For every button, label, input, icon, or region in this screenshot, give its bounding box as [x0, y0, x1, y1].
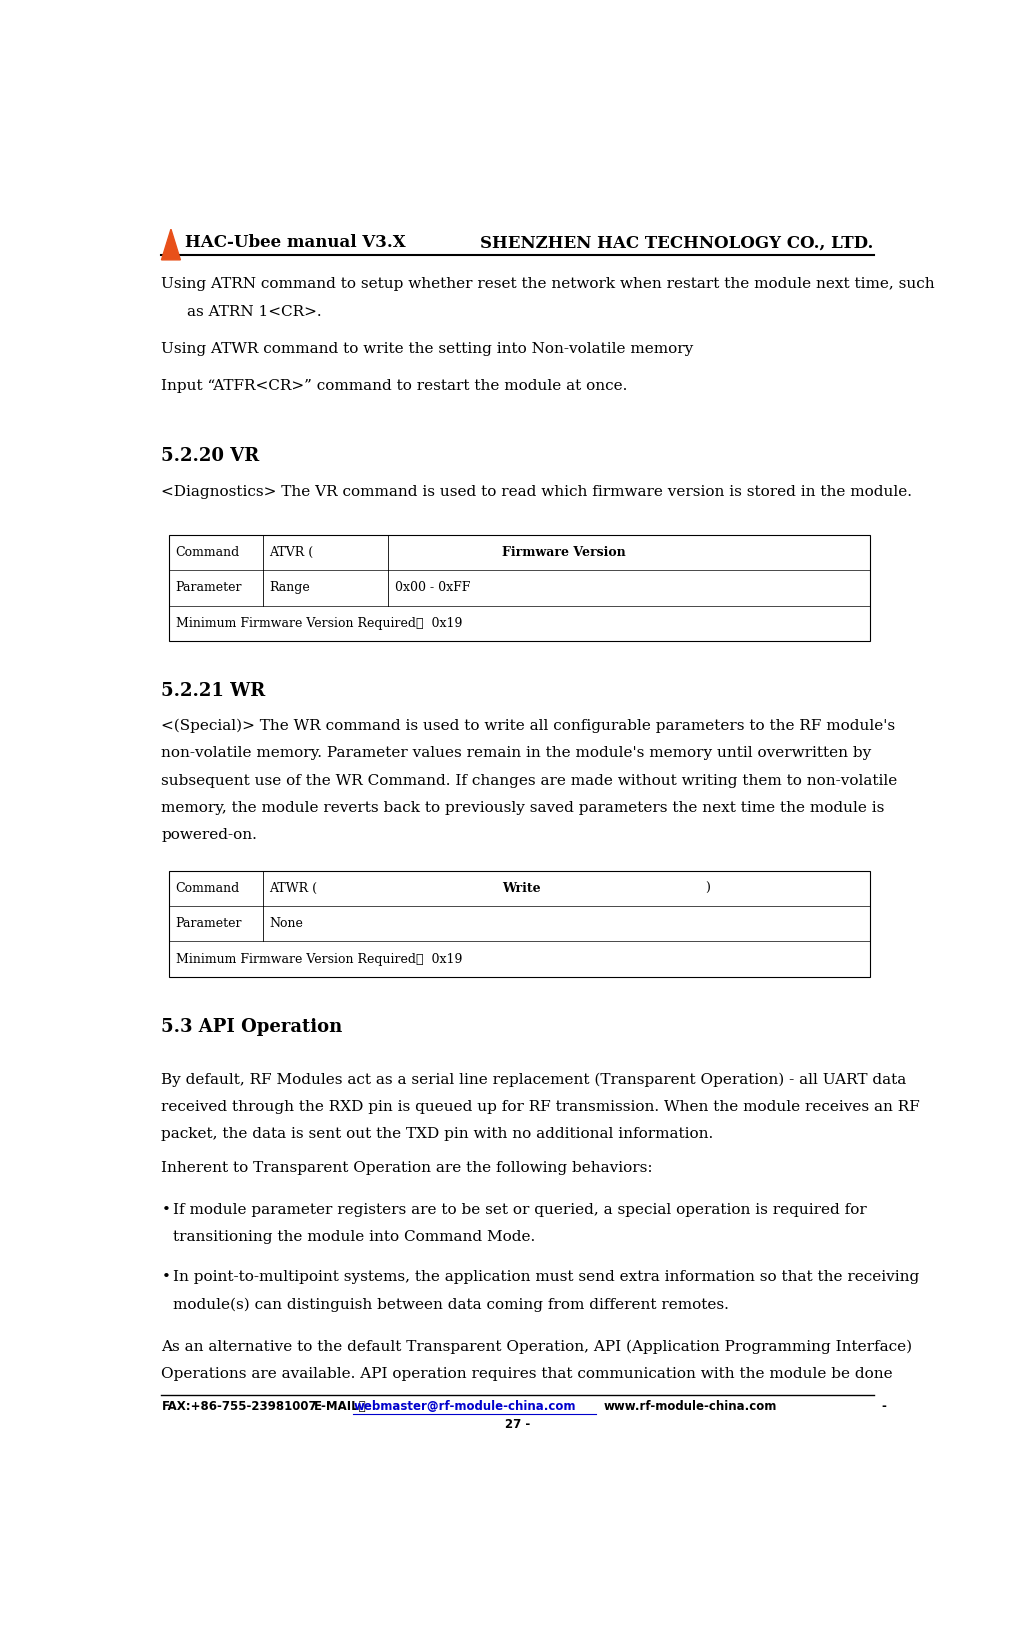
- Text: Using ATRN command to setup whether reset the network when restart the module ne: Using ATRN command to setup whether rese…: [162, 278, 935, 291]
- Text: subsequent use of the WR Command. If changes are made without writing them to no: subsequent use of the WR Command. If cha…: [162, 774, 898, 787]
- Text: webmaster@rf-module-china.com: webmaster@rf-module-china.com: [354, 1401, 576, 1414]
- Text: powered-on.: powered-on.: [162, 828, 258, 843]
- Text: <Diagnostics> The VR command is used to read which firmware version is stored in: <Diagnostics> The VR command is used to …: [162, 484, 912, 499]
- Text: If module parameter registers are to be set or queried, a special operation is r: If module parameter registers are to be …: [174, 1203, 867, 1218]
- Text: In point-to-multipoint systems, the application must send extra information so t: In point-to-multipoint systems, the appl…: [174, 1271, 919, 1284]
- Text: memory, the module reverts back to previously saved parameters the next time the: memory, the module reverts back to previ…: [162, 802, 885, 815]
- Text: <(Special)> The WR command is used to write all configurable parameters to the R: <(Special)> The WR command is used to wr…: [162, 719, 896, 734]
- Text: HAC-Ubee manual V3.X: HAC-Ubee manual V3.X: [185, 234, 406, 252]
- Text: None: None: [270, 917, 303, 930]
- Text: 0x00 - 0xFF: 0x00 - 0xFF: [395, 581, 470, 594]
- Text: Command: Command: [176, 546, 239, 560]
- Text: transitioning the module into Command Mode.: transitioning the module into Command Mo…: [174, 1231, 535, 1244]
- Text: packet, the data is sent out the TXD pin with no additional information.: packet, the data is sent out the TXD pin…: [162, 1128, 714, 1141]
- Bar: [170, 535, 870, 640]
- Text: E-MAIL：: E-MAIL：: [314, 1401, 367, 1414]
- Text: www.rf-module-china.com: www.rf-module-china.com: [604, 1401, 777, 1414]
- Text: ): ): [705, 882, 710, 895]
- Polygon shape: [162, 229, 181, 260]
- Text: 5.2.20 VR: 5.2.20 VR: [162, 448, 260, 466]
- Text: Parameter: Parameter: [176, 581, 242, 594]
- Text: ATWR (: ATWR (: [270, 882, 317, 895]
- Text: Minimum Firmware Version Required：  0x19: Minimum Firmware Version Required： 0x19: [176, 617, 462, 630]
- Text: Inherent to Transparent Operation are the following behaviors:: Inherent to Transparent Operation are th…: [162, 1160, 653, 1175]
- Text: •: •: [162, 1203, 171, 1218]
- Text: received through the RXD pin is queued up for RF transmission. When the module r: received through the RXD pin is queued u…: [162, 1100, 920, 1114]
- Text: •: •: [162, 1271, 171, 1284]
- Text: Minimum Firmware Version Required：  0x19: Minimum Firmware Version Required： 0x19: [176, 953, 462, 966]
- Text: module(s) can distinguish between data coming from different remotes.: module(s) can distinguish between data c…: [174, 1297, 729, 1312]
- Text: Range: Range: [270, 581, 310, 594]
- Text: By default, RF Modules act as a serial line replacement (Transparent Operation) : By default, RF Modules act as a serial l…: [162, 1073, 907, 1086]
- Text: Write: Write: [502, 882, 540, 895]
- Text: Operations are available. API operation requires that communication with the mod: Operations are available. API operation …: [162, 1368, 893, 1381]
- Text: -: -: [882, 1401, 887, 1414]
- Text: FAX:+86-755-23981007: FAX:+86-755-23981007: [162, 1401, 317, 1414]
- Text: ATVR (: ATVR (: [270, 546, 314, 560]
- Text: Input “ATFR<CR>” command to restart the module at once.: Input “ATFR<CR>” command to restart the …: [162, 379, 628, 393]
- Text: As an alternative to the default Transparent Operation, API (Application Program: As an alternative to the default Transpa…: [162, 1340, 913, 1355]
- Text: SHENZHEN HAC TECHNOLOGY CO., LTD.: SHENZHEN HAC TECHNOLOGY CO., LTD.: [481, 234, 874, 252]
- Text: non-volatile memory. Parameter values remain in the module's memory until overwr: non-volatile memory. Parameter values re…: [162, 746, 872, 760]
- Text: Command: Command: [176, 882, 239, 895]
- Text: 5.2.21 WR: 5.2.21 WR: [162, 681, 266, 700]
- Text: 27 -: 27 -: [505, 1419, 530, 1430]
- Text: Using ATWR command to write the setting into Non-volatile memory: Using ATWR command to write the setting …: [162, 342, 694, 356]
- Text: as ATRN 1<CR>.: as ATRN 1<CR>.: [187, 305, 322, 319]
- Text: 5.3 API Operation: 5.3 API Operation: [162, 1017, 342, 1035]
- Text: Firmware Version: Firmware Version: [502, 546, 626, 560]
- Text: Parameter: Parameter: [176, 917, 242, 930]
- Bar: [170, 871, 870, 978]
